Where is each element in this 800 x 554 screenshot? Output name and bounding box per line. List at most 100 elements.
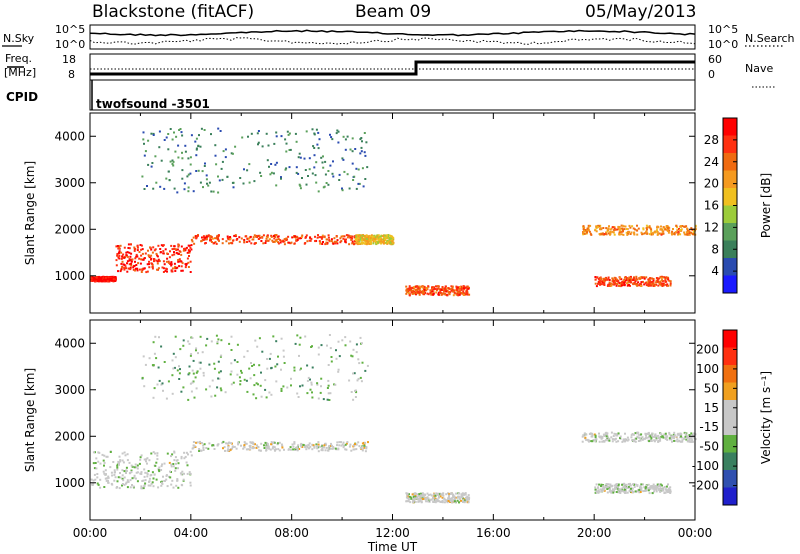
heatmap-cell <box>320 449 323 452</box>
heatmap-cell <box>180 269 183 272</box>
heatmap-cell <box>264 388 267 391</box>
heatmap-cell <box>258 449 261 452</box>
heatmap-cell <box>356 240 359 243</box>
heatmap-cell <box>180 245 183 248</box>
heatmap-cell <box>328 445 331 447</box>
heatmap-cell <box>269 448 272 451</box>
heatmap-cell <box>415 293 417 296</box>
heatmap-cell <box>358 242 361 244</box>
heatmap-cell <box>177 259 180 261</box>
heatmap-cell <box>169 128 172 130</box>
heatmap-cell <box>151 162 154 164</box>
heatmap-cell <box>679 432 682 435</box>
heatmap-cell <box>330 442 332 445</box>
heatmap-cell <box>363 239 366 242</box>
heatmap-cell <box>285 237 288 240</box>
heatmap-cell <box>440 293 443 296</box>
heatmap-cell <box>217 360 220 363</box>
heatmap-cell <box>105 278 108 281</box>
heatmap-cell <box>317 190 320 193</box>
heatmap-cell <box>614 487 617 490</box>
heatmap-cell <box>230 442 233 445</box>
heatmap-cell <box>467 494 470 497</box>
heatmap-cell <box>170 455 172 458</box>
heatmap-cell <box>155 259 158 262</box>
heatmap-cell <box>464 492 467 495</box>
heatmap-cell <box>251 365 254 367</box>
heatmap-cell <box>657 233 660 235</box>
heatmap-cell <box>131 484 133 486</box>
heatmap-cell <box>162 475 164 478</box>
heatmap-cell <box>374 240 377 242</box>
heatmap-cell <box>168 179 171 181</box>
heatmap-cell <box>250 442 253 444</box>
heatmap-cell <box>176 369 179 372</box>
heatmap-cell <box>350 354 353 357</box>
heatmap-cell <box>280 240 283 243</box>
heatmap-cell <box>323 444 326 447</box>
heatmap-cell <box>441 493 444 496</box>
heatmap-cell <box>694 228 697 231</box>
heatmap-cell <box>623 281 625 284</box>
heatmap-cell <box>691 433 694 436</box>
heatmap-cell <box>448 293 451 296</box>
heatmap-cell <box>292 448 295 451</box>
heatmap-cell <box>264 441 267 444</box>
heatmap-cell <box>157 244 160 247</box>
heatmap-cell <box>635 277 638 280</box>
heatmap-cell <box>172 463 175 465</box>
heatmap-cell <box>176 191 179 194</box>
heatmap-cell <box>245 442 248 445</box>
heatmap-cell <box>632 227 635 230</box>
heatmap-cell <box>656 483 659 486</box>
heatmap-cell <box>607 227 610 230</box>
heatmap-cell <box>126 260 129 263</box>
heatmap-cell <box>408 294 411 297</box>
heatmap-cell <box>219 387 222 390</box>
heatmap-cell <box>596 276 599 279</box>
heatmap-cell <box>657 225 659 228</box>
heatmap-cell <box>96 482 99 485</box>
heatmap-cell <box>607 485 610 488</box>
colorbar-tick-label: 50 <box>704 381 719 395</box>
heatmap-cell <box>303 242 306 245</box>
heatmap-cell <box>274 365 277 368</box>
heatmap-cell <box>268 238 271 241</box>
heatmap-cell <box>643 277 646 280</box>
colorbar-swatch <box>723 487 737 506</box>
heatmap-cell <box>290 384 292 387</box>
heatmap-cell <box>335 132 338 135</box>
heatmap-cell <box>465 286 468 289</box>
heatmap-cell <box>465 291 468 293</box>
heatmap-cell <box>174 270 177 272</box>
heatmap-cell <box>306 240 309 243</box>
heatmap-cell <box>314 240 317 242</box>
heatmap-cell <box>305 130 308 133</box>
heatmap-cell <box>321 236 324 239</box>
heatmap-cell <box>143 142 145 145</box>
heatmap-cell <box>299 368 301 371</box>
heatmap-cell <box>103 454 106 457</box>
heatmap-cell <box>330 360 333 363</box>
heatmap-cell <box>230 152 233 155</box>
heatmap-cell <box>146 185 148 187</box>
heatmap-cell <box>333 383 336 386</box>
heatmap-cell <box>163 361 166 363</box>
heatmap-cell <box>608 283 610 286</box>
heatmap-cell <box>598 440 601 443</box>
heatmap-cell <box>202 236 205 239</box>
heatmap-cell <box>608 437 611 440</box>
heatmap-cell <box>326 344 328 347</box>
heatmap-cell <box>271 239 274 242</box>
heatmap-cell <box>219 355 222 358</box>
heatmap-cell <box>114 471 116 474</box>
heatmap-cell <box>357 377 360 380</box>
heatmap-cell <box>198 134 200 137</box>
heatmap-cell <box>661 435 664 438</box>
heatmap-cell <box>690 437 693 440</box>
heatmap-cell <box>293 442 296 445</box>
heatmap-cell <box>587 224 590 227</box>
heatmap-cell <box>134 463 137 466</box>
heatmap-cell <box>456 286 459 289</box>
heatmap-cell <box>329 392 332 395</box>
